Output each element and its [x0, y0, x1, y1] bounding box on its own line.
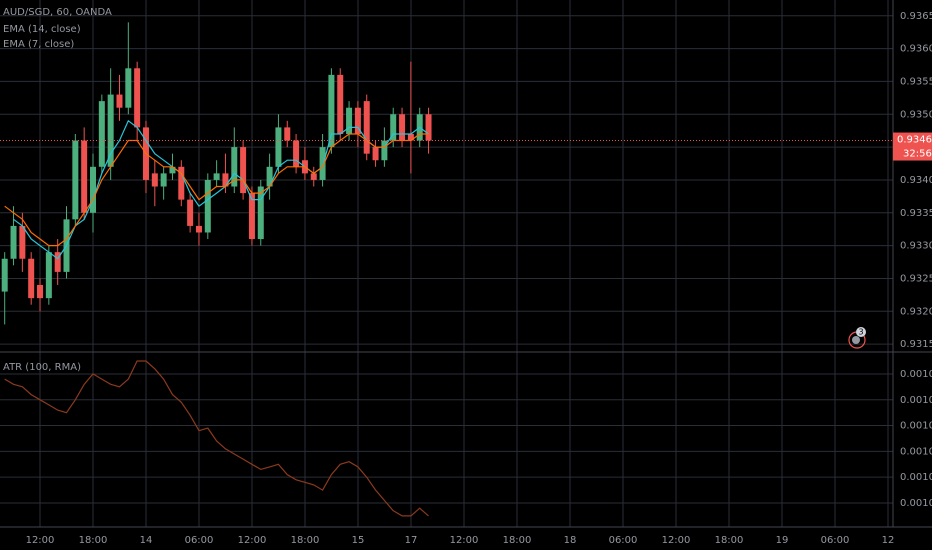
candle-body	[346, 107, 353, 134]
candle-body	[54, 252, 61, 272]
candle-body	[187, 199, 194, 226]
candle-body	[222, 173, 229, 187]
atr-line	[4, 360, 429, 517]
candle-body	[284, 127, 291, 141]
last-price-box	[893, 132, 932, 161]
x-tick-label: 18:00	[291, 535, 320, 546]
candle-body	[125, 68, 132, 108]
ema-line	[4, 133, 429, 247]
candle-body	[257, 186, 264, 240]
candle-body	[178, 166, 185, 200]
candle-body	[310, 173, 317, 180]
badge-bg	[856, 327, 866, 337]
x-tick-label: 12	[882, 535, 895, 546]
candle-body	[319, 147, 326, 180]
legend-ema7: EMA (7, close)	[3, 39, 74, 50]
candle-body	[275, 127, 282, 167]
event-icon-dot	[852, 336, 860, 344]
x-tick-label: 12:00	[450, 535, 479, 546]
candle-body	[45, 252, 52, 299]
candle-body	[72, 140, 79, 220]
x-tick-label: 06:00	[821, 535, 850, 546]
atr-title: ATR (100, RMA)	[3, 362, 81, 373]
candle-body	[1, 258, 8, 292]
y-tick-label: 0.00105	[900, 421, 932, 432]
candle-body	[19, 225, 26, 259]
y-tick-label: 0.00102	[900, 498, 932, 509]
ema-line	[13, 119, 429, 260]
candle-body	[90, 166, 96, 213]
candle-body	[204, 179, 211, 233]
candle-body	[116, 94, 123, 108]
candle-body	[390, 114, 397, 141]
x-tick-label: 12:00	[238, 535, 267, 546]
x-tick-label: 06:00	[185, 535, 214, 546]
x-tick-label: 19	[776, 535, 789, 546]
x-tick-label: 18	[564, 535, 577, 546]
y-tick-label: 0.00103	[900, 472, 932, 483]
candle-body	[231, 147, 238, 187]
candle-body	[372, 147, 379, 161]
symbol-title: AUD/SGD, 60, OANDA	[3, 7, 112, 18]
countdown: 32:56	[903, 149, 932, 160]
candle-body	[407, 133, 414, 141]
badge: 3	[858, 328, 863, 337]
marks	[0, 22, 893, 517]
grid	[0, 0, 893, 527]
candle-body	[248, 193, 255, 240]
candle-body	[134, 68, 141, 128]
candle-body	[98, 101, 105, 167]
candle-body	[328, 74, 335, 148]
candle-body	[107, 94, 114, 167]
x-tick-label: 12:00	[662, 535, 691, 546]
candle-body	[37, 285, 44, 299]
candle-body	[10, 225, 17, 259]
x-tick-label: 17	[405, 535, 418, 546]
y-tick-label: 0.00104	[900, 446, 932, 457]
candle-body	[195, 225, 202, 233]
last-price-label: 0.93460	[897, 135, 932, 146]
candle-body	[169, 166, 176, 174]
candle-body	[399, 114, 406, 141]
x-tick-label: 18:00	[715, 535, 744, 546]
candle-body	[81, 140, 88, 213]
y-tick-label: 0.00106	[900, 395, 932, 406]
x-tick-label: 06:00	[609, 535, 638, 546]
x-tick-label: 14	[140, 535, 153, 546]
candle-body	[363, 101, 370, 154]
candle-body	[337, 74, 344, 134]
candle-body	[425, 114, 432, 141]
x-tick-label: 12:00	[26, 535, 55, 546]
candle-body	[240, 147, 247, 194]
candle-body	[28, 258, 35, 299]
x-tick-label: 18:00	[503, 535, 532, 546]
candle-body	[293, 140, 300, 167]
candle-body	[213, 173, 220, 180]
x-tick-label: 15	[352, 535, 365, 546]
x-tick-label: 18:00	[79, 535, 108, 546]
candle-body	[354, 107, 361, 134]
candle-body	[266, 166, 273, 187]
legend-ema14: EMA (14, close)	[3, 24, 81, 35]
candle-body	[151, 173, 158, 187]
candle-body	[160, 173, 167, 187]
candle-body	[381, 140, 388, 161]
y-tick-label: 0.00107	[900, 369, 932, 380]
